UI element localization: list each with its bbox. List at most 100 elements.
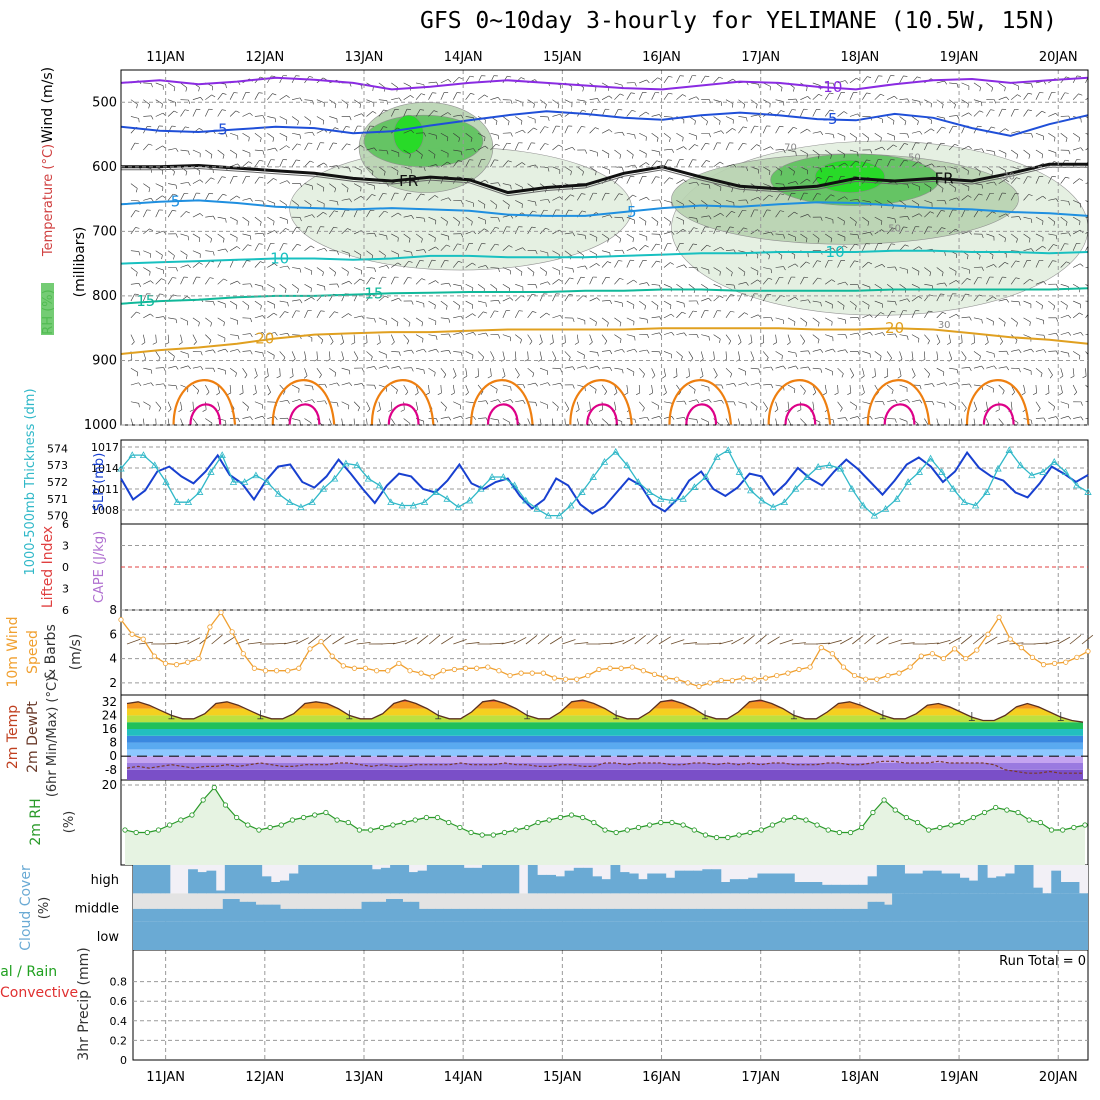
wind-barb-flag	[250, 318, 253, 323]
date-label-top: 17JAN	[741, 50, 780, 65]
wind-barb	[465, 243, 470, 251]
wind-barb	[1048, 333, 1057, 335]
wind-barb-flag	[386, 235, 388, 240]
temp-band	[127, 700, 1083, 702]
wind-barb	[676, 332, 685, 335]
wind-barb-flag	[336, 402, 339, 407]
wind-barb	[911, 161, 919, 168]
rh2m-point	[301, 814, 307, 821]
isotherm-label: -5	[213, 120, 228, 138]
wind-barb	[465, 75, 471, 84]
thickness-marker	[848, 484, 856, 492]
rh2m-point	[401, 819, 407, 826]
wind-barb	[316, 162, 325, 168]
date-label-top: 12JAN	[245, 50, 284, 65]
wind-barb	[862, 300, 870, 306]
rh2m-point	[624, 827, 630, 833]
wind-barb	[130, 142, 136, 151]
wind-barb-flag	[1055, 235, 1058, 240]
wind-barb	[1072, 312, 1080, 319]
rh2m-point	[948, 822, 954, 828]
wind-barb-flag	[670, 313, 675, 317]
wind-barb	[948, 401, 957, 407]
wind10-speed-point	[129, 631, 135, 637]
wind-barb-flag	[906, 298, 910, 303]
wind-barb	[316, 183, 324, 188]
cloud-high-bar	[234, 865, 244, 894]
wind-barb-flag	[894, 218, 896, 223]
cloud-high-bar	[794, 882, 804, 894]
wind-barb	[279, 159, 284, 167]
wind-barb-flag	[200, 351, 203, 356]
wind10-speed-point	[940, 655, 947, 662]
wind-barb-flag	[435, 280, 439, 284]
wind-barb	[601, 214, 610, 218]
wind-barb-flag	[297, 288, 299, 293]
wind-barb-flag	[884, 375, 888, 379]
wind-barb-flag	[329, 426, 332, 429]
wind-barb	[354, 383, 362, 386]
wind-barb	[279, 300, 288, 303]
wind-barb	[837, 233, 846, 238]
wind-barb-flag	[383, 109, 388, 112]
wind-barb-flag	[817, 154, 820, 159]
cloud-mid-bar	[932, 893, 942, 922]
wind-barb	[825, 367, 833, 372]
wind-barb	[552, 334, 554, 343]
cloud-mid-bar	[785, 908, 795, 922]
wind-barb	[515, 200, 523, 205]
wind-barb-flag	[956, 115, 960, 120]
wind-barb	[936, 312, 943, 319]
wind-barb-flag	[520, 120, 523, 125]
wind-barb-flag	[436, 81, 439, 86]
wind-barb	[812, 233, 820, 240]
wind-barb-flag	[993, 264, 997, 268]
wind10-speed-point	[585, 672, 591, 679]
wind-barb-flag	[185, 126, 190, 129]
wind-barb-flag	[138, 251, 141, 256]
wind-barb	[862, 200, 871, 203]
wind-barb	[626, 317, 635, 322]
wind-barb	[143, 228, 150, 235]
wind-barb	[267, 351, 275, 356]
wind-barb	[837, 196, 845, 201]
wind-barb-flag	[463, 375, 468, 379]
wind-barb-flag	[669, 221, 671, 226]
wind-barb	[961, 278, 968, 285]
wind-barb	[639, 216, 647, 222]
cloud-mid-bar	[483, 908, 493, 922]
wind-barb	[986, 334, 989, 343]
wind-barb-flag	[421, 278, 426, 281]
cloud-mid-bar	[443, 908, 452, 922]
wind-barb	[639, 149, 647, 154]
wind-barb	[539, 334, 543, 343]
wind-barb-flag	[663, 392, 667, 396]
wind-barb	[924, 128, 932, 134]
wind-barb-flag	[484, 228, 488, 231]
wind-barb-flag	[930, 128, 935, 132]
wind-barb-flag	[731, 211, 736, 214]
wind-barb	[353, 315, 362, 319]
cloud-mid-bar	[573, 908, 583, 922]
wind-barb	[391, 149, 399, 154]
wind-barb	[205, 250, 214, 252]
wind-barb	[304, 116, 312, 122]
wind-barb-flag	[260, 305, 262, 310]
wind-barb-flag	[447, 161, 451, 165]
wind-barb-flag	[299, 134, 301, 139]
wind-barb	[725, 283, 734, 286]
wind-barb	[589, 263, 597, 268]
wind-barb-flag	[1065, 221, 1068, 226]
thickness-marker	[196, 488, 204, 495]
cloud-high-bar	[142, 865, 152, 894]
wind-barb	[961, 82, 970, 87]
wind-barb-flag	[484, 94, 489, 98]
wind-barb-flag	[225, 84, 227, 89]
wind-barb	[973, 365, 982, 369]
cloud-mid-bar	[720, 908, 730, 922]
wind-barb-flag	[485, 265, 489, 269]
rh2m-point	[490, 832, 496, 838]
wind-barb	[440, 233, 449, 237]
wind-barb-flag	[1093, 400, 1095, 403]
wind-barb-flag	[383, 126, 388, 128]
